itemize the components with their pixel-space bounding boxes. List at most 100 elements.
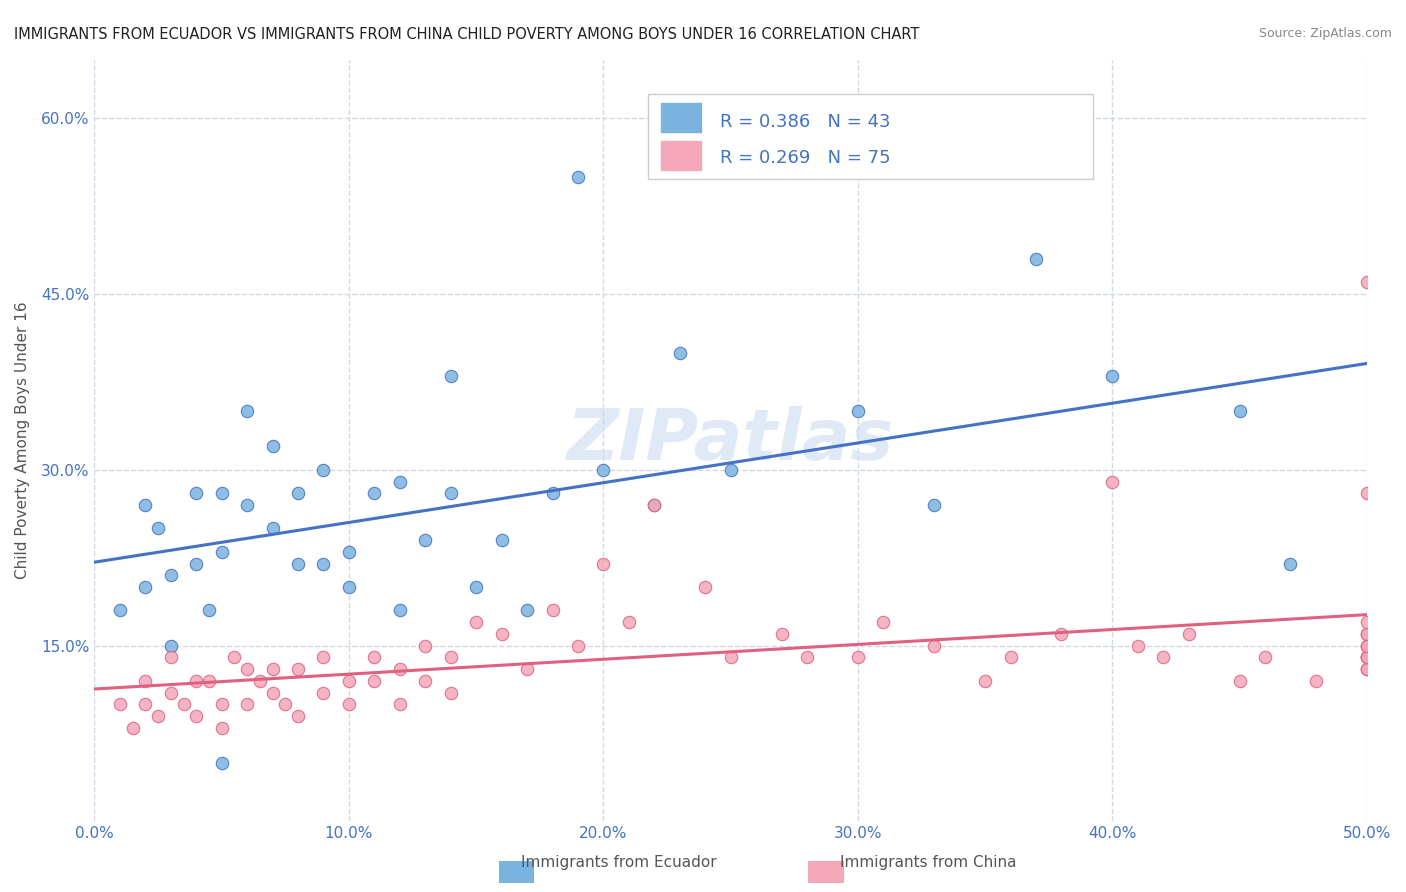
Point: [770, 627, 793, 641]
Point: [541, 603, 564, 617]
FancyBboxPatch shape: [661, 103, 702, 132]
Point: [108, 603, 131, 617]
Point: [134, 673, 156, 688]
Point: [337, 698, 360, 712]
Point: [643, 498, 665, 512]
Point: [388, 475, 411, 489]
Point: [388, 698, 411, 712]
Point: [1355, 639, 1378, 653]
Point: [1355, 627, 1378, 641]
Point: [465, 580, 488, 594]
Point: [262, 521, 284, 535]
Point: [262, 662, 284, 676]
Point: [211, 545, 233, 559]
Point: [1305, 673, 1327, 688]
Point: [134, 498, 156, 512]
Point: [363, 673, 385, 688]
Text: Immigrants from China: Immigrants from China: [839, 855, 1017, 870]
Point: [274, 698, 297, 712]
Point: [198, 603, 221, 617]
Point: [236, 498, 259, 512]
Point: [1355, 639, 1378, 653]
Point: [567, 639, 589, 653]
Point: [134, 698, 156, 712]
Point: [1355, 650, 1378, 665]
Point: [541, 486, 564, 500]
Point: [211, 756, 233, 770]
Point: [287, 709, 309, 723]
Point: [440, 369, 463, 384]
Point: [695, 580, 717, 594]
Point: [440, 685, 463, 699]
Point: [262, 685, 284, 699]
Point: [1050, 627, 1073, 641]
Point: [159, 639, 181, 653]
Point: [720, 463, 742, 477]
Point: [974, 673, 997, 688]
Point: [363, 486, 385, 500]
Point: [363, 650, 385, 665]
Point: [312, 557, 335, 571]
Point: [413, 533, 436, 548]
Point: [1355, 650, 1378, 665]
Point: [1355, 662, 1378, 676]
Point: [186, 673, 208, 688]
Point: [465, 615, 488, 630]
Point: [1126, 639, 1149, 653]
Point: [388, 662, 411, 676]
Point: [846, 650, 869, 665]
Point: [1025, 252, 1047, 266]
Point: [720, 650, 742, 665]
Point: [668, 345, 690, 359]
Point: [198, 673, 221, 688]
Point: [1355, 627, 1378, 641]
Point: [146, 709, 169, 723]
Point: [1152, 650, 1174, 665]
FancyBboxPatch shape: [661, 141, 702, 170]
Point: [491, 627, 513, 641]
FancyBboxPatch shape: [648, 94, 1094, 179]
Point: [287, 486, 309, 500]
Text: R = 0.269   N = 75: R = 0.269 N = 75: [720, 150, 891, 168]
Text: Immigrants from Ecuador: Immigrants from Ecuador: [520, 855, 717, 870]
Text: IMMIGRANTS FROM ECUADOR VS IMMIGRANTS FROM CHINA CHILD POVERTY AMONG BOYS UNDER : IMMIGRANTS FROM ECUADOR VS IMMIGRANTS FR…: [14, 27, 920, 42]
Point: [592, 557, 614, 571]
Point: [1355, 639, 1378, 653]
Point: [922, 639, 945, 653]
Point: [643, 498, 665, 512]
Point: [211, 486, 233, 500]
Point: [1355, 662, 1378, 676]
Point: [872, 615, 894, 630]
Point: [1355, 650, 1378, 665]
Point: [491, 533, 513, 548]
Point: [287, 662, 309, 676]
Point: [1355, 627, 1378, 641]
Point: [337, 673, 360, 688]
Point: [1355, 662, 1378, 676]
Point: [567, 169, 589, 184]
Point: [1355, 275, 1378, 289]
Point: [413, 639, 436, 653]
Point: [236, 404, 259, 418]
Point: [146, 521, 169, 535]
Point: [121, 721, 143, 735]
Point: [516, 603, 538, 617]
Point: [617, 615, 640, 630]
Point: [134, 580, 156, 594]
Point: [796, 650, 818, 665]
Point: [312, 463, 335, 477]
Text: ZIPatlas: ZIPatlas: [567, 406, 894, 475]
Point: [186, 709, 208, 723]
Point: [1177, 627, 1199, 641]
Point: [186, 486, 208, 500]
Point: [516, 662, 538, 676]
Text: Source: ZipAtlas.com: Source: ZipAtlas.com: [1258, 27, 1392, 40]
Text: R = 0.386   N = 43: R = 0.386 N = 43: [720, 113, 891, 131]
Point: [236, 662, 259, 676]
Point: [1279, 557, 1302, 571]
Point: [236, 698, 259, 712]
Point: [186, 557, 208, 571]
Point: [440, 650, 463, 665]
Point: [159, 568, 181, 582]
Point: [224, 650, 246, 665]
